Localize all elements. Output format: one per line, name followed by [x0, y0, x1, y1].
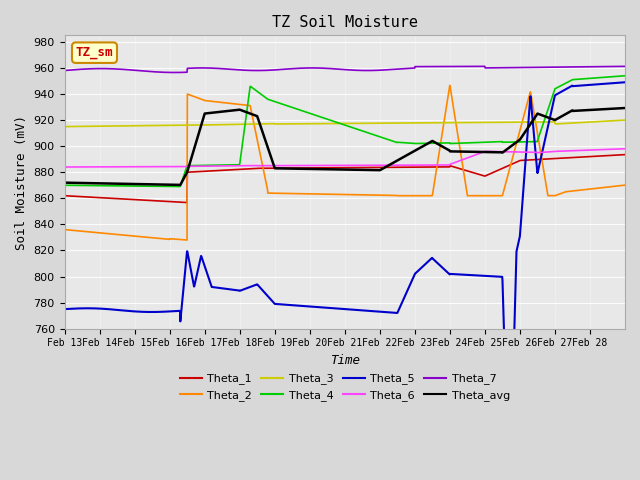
Theta_4 — [176, 184, 184, 190]
Line: Theta_avg: Theta_avg — [65, 108, 625, 185]
Theta_5 — [605, 81, 612, 86]
Theta_6 — [333, 163, 341, 168]
Theta_1 — [605, 153, 613, 158]
Line: Theta_6: Theta_6 — [65, 149, 625, 167]
Title: TZ Soil Moisture: TZ Soil Moisture — [272, 15, 418, 30]
Theta_2 — [183, 237, 191, 243]
Theta_avg — [333, 167, 341, 172]
Theta_5 — [90, 305, 97, 311]
Theta_1 — [61, 193, 68, 199]
Theta_2 — [319, 191, 326, 197]
X-axis label: Time: Time — [330, 354, 360, 367]
Theta_3 — [605, 118, 612, 124]
Theta_5 — [318, 304, 326, 310]
Theta_avg — [177, 182, 184, 188]
Theta_3 — [621, 117, 629, 123]
Theta_2 — [333, 192, 341, 197]
Theta_avg — [319, 167, 326, 172]
Theta_4 — [90, 183, 97, 189]
Theta_4 — [333, 120, 341, 125]
Theta_avg — [90, 180, 97, 186]
Theta_6 — [502, 149, 509, 155]
Theta_7 — [502, 65, 510, 71]
Theta_6 — [90, 164, 97, 170]
Theta_1 — [621, 152, 629, 157]
Theta_3 — [318, 121, 326, 127]
Theta_2 — [61, 227, 68, 232]
Theta_4 — [319, 115, 326, 120]
Theta_2 — [605, 184, 613, 190]
Line: Theta_3: Theta_3 — [65, 120, 625, 127]
Theta_6 — [621, 146, 629, 152]
Theta_5 — [621, 79, 629, 85]
Theta_4 — [61, 182, 68, 188]
Theta_7 — [61, 68, 68, 73]
Theta_6 — [61, 164, 68, 170]
Theta_3 — [333, 120, 341, 126]
Theta_3 — [61, 124, 68, 130]
Theta_2 — [605, 184, 613, 190]
Theta_7 — [605, 64, 613, 70]
Theta_avg — [61, 180, 68, 186]
Line: Theta_7: Theta_7 — [65, 66, 625, 72]
Theta_avg — [605, 106, 612, 112]
Line: Theta_1: Theta_1 — [65, 155, 625, 203]
Theta_1 — [333, 165, 341, 170]
Theta_1 — [319, 165, 326, 171]
Theta_2 — [502, 178, 510, 184]
Theta_5 — [61, 306, 68, 312]
Text: TZ_sm: TZ_sm — [76, 46, 113, 59]
Theta_1 — [183, 200, 191, 205]
Line: Theta_2: Theta_2 — [65, 85, 625, 240]
Theta_avg — [502, 147, 510, 153]
Theta_7 — [605, 64, 612, 70]
Theta_3 — [502, 120, 509, 125]
Theta_7 — [333, 66, 341, 72]
Line: Theta_4: Theta_4 — [65, 76, 625, 187]
Theta_avg — [605, 106, 613, 112]
Theta_2 — [446, 83, 454, 88]
Theta_1 — [605, 153, 612, 158]
Theta_avg — [621, 105, 629, 111]
Theta_3 — [605, 118, 612, 124]
Theta_4 — [605, 74, 613, 80]
Theta_4 — [605, 74, 612, 80]
Theta_6 — [605, 146, 612, 152]
Theta_5 — [333, 306, 341, 312]
Theta_7 — [171, 70, 179, 75]
Theta_3 — [90, 123, 97, 129]
Theta_6 — [605, 146, 612, 152]
Theta_4 — [621, 73, 629, 79]
Line: Theta_5: Theta_5 — [65, 82, 625, 480]
Theta_2 — [621, 182, 629, 188]
Legend: Theta_1, Theta_2, Theta_3, Theta_4, Theta_5, Theta_6, Theta_7, Theta_avg: Theta_1, Theta_2, Theta_3, Theta_4, Thet… — [175, 369, 515, 405]
Theta_1 — [90, 194, 97, 200]
Theta_6 — [318, 163, 326, 168]
Theta_4 — [502, 139, 510, 145]
Theta_7 — [90, 66, 97, 72]
Y-axis label: Soil Moisture (mV): Soil Moisture (mV) — [15, 115, 28, 250]
Theta_7 — [319, 65, 326, 71]
Theta_5 — [605, 81, 613, 86]
Theta_1 — [502, 164, 510, 169]
Theta_5 — [502, 389, 509, 395]
Theta_2 — [90, 229, 97, 235]
Theta_7 — [621, 63, 629, 69]
